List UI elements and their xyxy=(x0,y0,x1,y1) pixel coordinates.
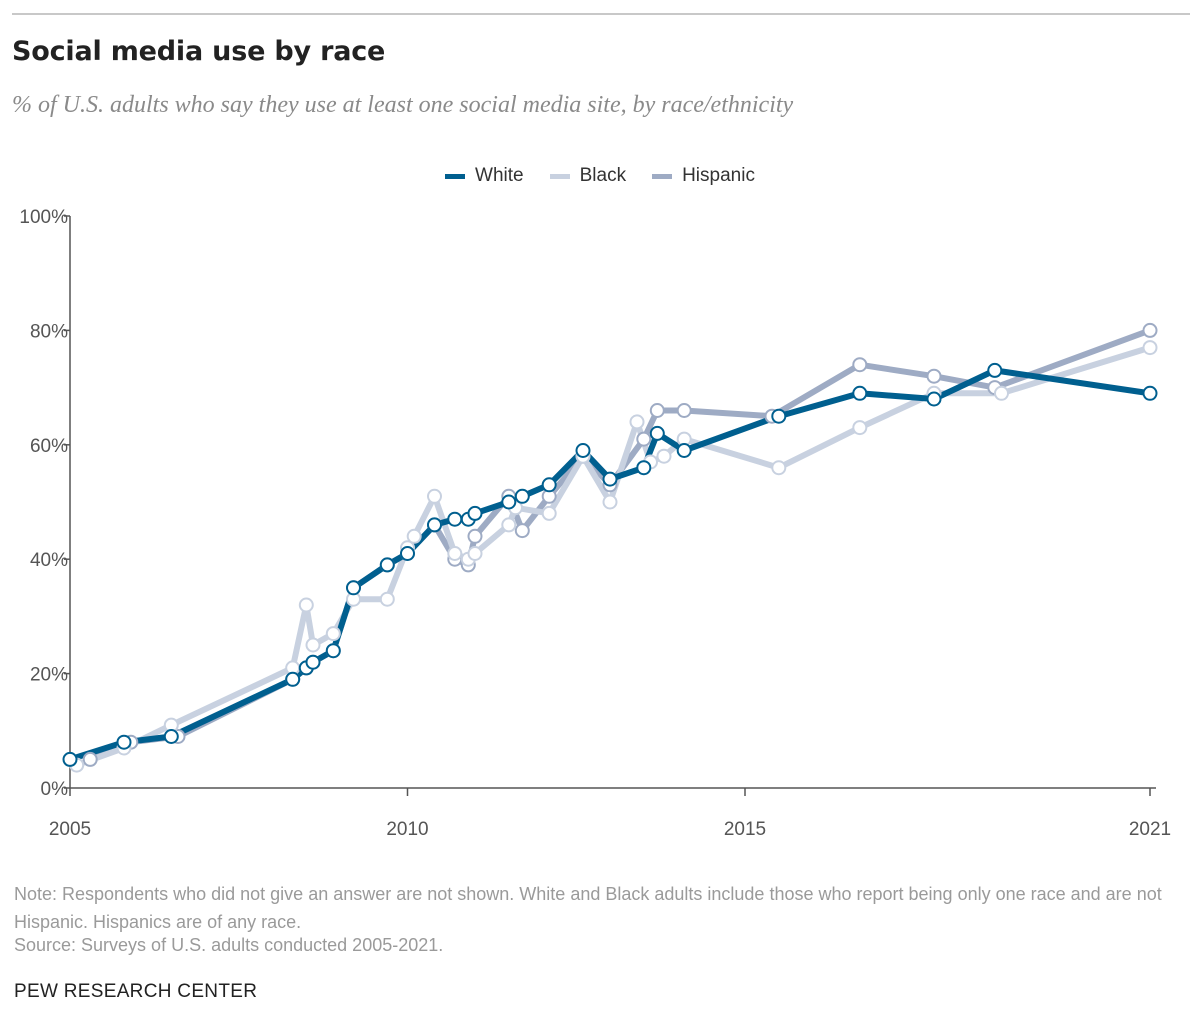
data-point-black xyxy=(298,597,314,613)
data-point-white xyxy=(447,511,463,527)
data-point-black xyxy=(852,420,868,436)
legend-swatch-hispanic xyxy=(652,173,673,179)
data-point-white xyxy=(575,443,591,458)
x-tick-label: 2015 xyxy=(724,819,766,840)
data-point-white xyxy=(636,460,652,476)
legend-label-hispanic: Hispanic xyxy=(682,165,755,186)
chart-note: Note: Respondents who did not give an an… xyxy=(14,884,1162,932)
data-point-white xyxy=(987,362,1003,378)
y-tick-label: 100% xyxy=(19,207,68,228)
data-point-black xyxy=(305,637,321,653)
line-chart: 0% 20% 40% 60% 80% 100% 2005 2010 2015 2021 xyxy=(19,207,1171,840)
y-tick-label: 60% xyxy=(30,436,68,457)
data-point-black xyxy=(994,385,1009,401)
data-point-hispanic xyxy=(1142,322,1158,338)
data-point-white xyxy=(467,505,483,521)
x-tick-label: 2005 xyxy=(49,819,91,840)
data-point-white xyxy=(116,734,132,750)
x-tick-label: 2021 xyxy=(1129,819,1171,840)
legend-item-white: White xyxy=(445,165,524,187)
data-point-white xyxy=(676,443,692,458)
brand-label: PEW RESEARCH CENTER xyxy=(14,981,258,1002)
chart-source: Source: Surveys of U.S. adults conducted… xyxy=(14,935,444,955)
top-rule xyxy=(12,13,1190,15)
data-point-white xyxy=(852,385,868,401)
data-point-black xyxy=(447,546,463,561)
data-point-hispanic xyxy=(852,357,868,373)
data-point-white xyxy=(305,654,321,670)
data-point-white xyxy=(346,580,361,596)
data-point-white xyxy=(163,729,179,744)
data-point-black xyxy=(406,528,422,544)
chart-subtitle: % of U.S. adults who say they use at lea… xyxy=(12,92,794,118)
legend-label-white: White xyxy=(475,165,524,186)
y-tick-label: 20% xyxy=(30,665,68,686)
data-point-white xyxy=(926,391,942,407)
data-point-hispanic xyxy=(926,368,942,384)
data-point-white xyxy=(325,643,341,659)
data-point-black xyxy=(325,626,341,642)
data-point-white xyxy=(602,471,618,487)
data-point-black xyxy=(379,591,395,607)
legend-swatch-white xyxy=(445,173,466,179)
legend: White Black Hispanic xyxy=(0,165,1200,187)
legend-label-black: Black xyxy=(579,165,627,186)
data-point-black xyxy=(771,460,787,476)
data-point-white xyxy=(501,494,517,510)
data-point-white xyxy=(649,425,665,441)
data-point-hispanic xyxy=(649,403,665,418)
data-point-hispanic xyxy=(676,403,692,418)
y-tick-label: 0% xyxy=(41,779,69,800)
data-point-white xyxy=(285,671,301,687)
data-point-black xyxy=(501,517,517,533)
data-point-white xyxy=(427,517,442,533)
data-point-white xyxy=(1142,385,1158,401)
data-point-black xyxy=(467,546,483,561)
chart-title: Social media use by race xyxy=(12,36,386,67)
data-point-hispanic xyxy=(636,431,652,447)
y-tick-label: 40% xyxy=(30,550,68,571)
legend-item-black: Black xyxy=(549,165,627,187)
data-point-white xyxy=(771,408,787,424)
data-point-hispanic xyxy=(514,523,530,539)
legend-item-hispanic: Hispanic xyxy=(652,165,755,187)
data-point-white xyxy=(400,546,415,561)
data-point-white xyxy=(541,477,557,493)
y-tick-label: 80% xyxy=(30,321,68,342)
data-point-hispanic xyxy=(82,751,98,767)
data-point-hispanic xyxy=(467,528,483,544)
data-point-black xyxy=(427,488,442,504)
data-point-black xyxy=(656,448,672,464)
data-point-black xyxy=(602,494,618,510)
series-line-white xyxy=(67,367,1153,763)
data-point-white xyxy=(62,751,78,767)
data-point-white xyxy=(514,488,530,504)
data-point-black xyxy=(1142,340,1158,356)
data-point-black xyxy=(541,505,557,521)
x-tick-label: 2010 xyxy=(386,819,428,840)
data-point-white xyxy=(379,557,395,573)
legend-swatch-black xyxy=(549,173,570,179)
data-point-black xyxy=(629,414,645,430)
